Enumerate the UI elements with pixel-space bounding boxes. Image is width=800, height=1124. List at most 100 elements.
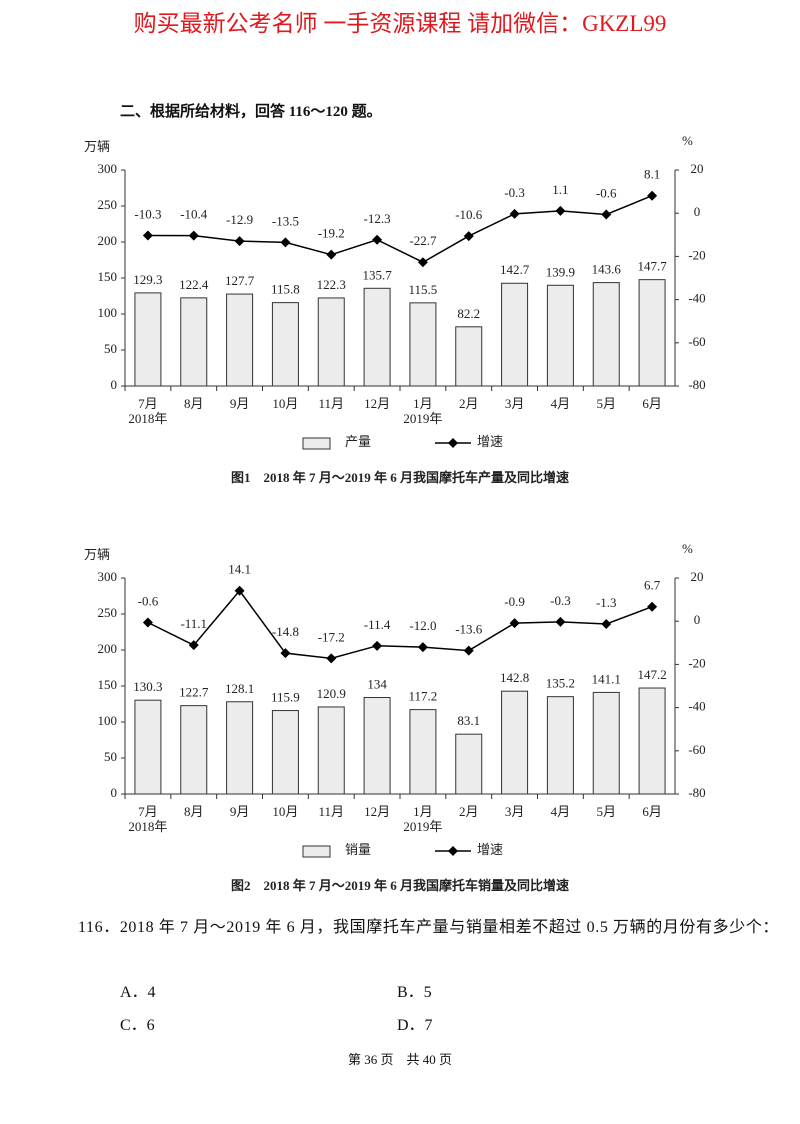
- marker: [234, 236, 245, 247]
- bar: [363, 697, 391, 795]
- data-label: 147.7: [637, 259, 667, 274]
- data-label: 6.7: [644, 578, 661, 593]
- x-tick-label: 10月: [272, 396, 298, 411]
- x-tick-label: 12月: [364, 804, 390, 819]
- y2-axis-label: %: [682, 133, 693, 148]
- legend-swatch: [302, 437, 331, 450]
- x-tick-label: 1月: [413, 804, 433, 819]
- marker: [417, 257, 428, 268]
- marker: [463, 231, 474, 242]
- data-label: -17.2: [318, 629, 345, 644]
- y2-tick-label: -80: [688, 377, 705, 392]
- y2-tick-label: -60: [688, 334, 705, 349]
- marker: [601, 209, 612, 220]
- data-label: -13.6: [455, 622, 483, 637]
- data-label: -12.9: [226, 212, 253, 227]
- data-label: 142.7: [500, 262, 530, 277]
- x-tick-label: 8月: [184, 804, 204, 819]
- data-label: -22.7: [409, 233, 437, 248]
- data-label: 115.9: [271, 690, 300, 705]
- y-tick-label: 50: [104, 341, 117, 356]
- x-tick-label: 4月: [551, 396, 571, 411]
- data-label: 122.7: [179, 685, 209, 700]
- section-title: 二、根据所给材料，回答 116～120 题。: [120, 104, 382, 120]
- data-label: -12.0: [409, 618, 436, 633]
- legend-swatch: [448, 438, 458, 448]
- marker: [509, 618, 520, 629]
- y-tick-label: 150: [98, 677, 118, 692]
- line: [147, 195, 653, 264]
- chart-title: 图1 2018 年 7 月～2019 年 6 月我国摩托车产量及同比增速: [231, 470, 569, 485]
- data-label: -13.5: [272, 213, 299, 228]
- bar: [226, 701, 254, 795]
- bar: [317, 706, 345, 795]
- y2-tick-label: -40: [688, 699, 705, 714]
- marker: [188, 230, 199, 241]
- y-axis-label: 万辆: [84, 547, 110, 562]
- question: 116．2018 年 7 月～2019 年 6 月，我国摩托车产量与销量相差不超…: [78, 912, 780, 943]
- year-label: 2019年: [403, 411, 442, 426]
- data-label: -12.3: [364, 211, 391, 226]
- marker: [555, 205, 566, 216]
- y-tick-label: 300: [98, 569, 118, 584]
- option: B．5: [397, 984, 432, 1001]
- data-label: 117.2: [409, 689, 438, 704]
- bar: [180, 705, 208, 795]
- bar: [271, 302, 299, 387]
- bar: [271, 710, 299, 795]
- data-label: -10.4: [180, 207, 208, 222]
- data-label: 120.9: [317, 686, 346, 701]
- legend-swatch: [448, 846, 458, 856]
- bar: [455, 733, 483, 795]
- legend-swatch: [302, 845, 331, 858]
- x-tick-label: 3月: [505, 396, 525, 411]
- data-label: -11.1: [180, 616, 207, 631]
- data-label: -0.6: [596, 185, 617, 200]
- y-tick-label: 300: [98, 161, 118, 176]
- data-label: -19.2: [318, 226, 345, 241]
- data-label: 135.2: [546, 676, 575, 691]
- data-label: 134: [367, 677, 387, 692]
- y-tick-label: 0: [111, 377, 118, 392]
- x-tick-label: 6月: [642, 396, 662, 411]
- data-label: 14.1: [228, 562, 251, 577]
- x-tick-label: 12月: [364, 396, 390, 411]
- data-label: 141.1: [592, 671, 621, 686]
- marker: [326, 653, 337, 664]
- data-label: 8.1: [644, 167, 660, 182]
- marker: [280, 237, 291, 248]
- x-tick-label: 9月: [230, 804, 250, 819]
- y-tick-label: 50: [104, 749, 117, 764]
- bar: [134, 292, 162, 387]
- data-label: 122.4: [179, 277, 209, 292]
- y2-tick-label: 20: [691, 161, 704, 176]
- charts: 万辆 %050100150200250300-80-60-40-200207月20…: [84, 133, 706, 893]
- x-tick-label: 1月: [413, 396, 433, 411]
- x-tick-label: 9月: [230, 396, 250, 411]
- marker: [142, 617, 153, 628]
- footer: 第 36 页 共 40 页: [347, 1052, 452, 1067]
- x-tick-label: 11月: [318, 396, 344, 411]
- bar: [592, 691, 620, 795]
- option: D．7: [397, 1017, 433, 1034]
- x-tick-label: 10月: [272, 804, 298, 819]
- data-label: -11.4: [364, 617, 391, 632]
- watermark: 购买最新公考名师 一手资源课程 请加微信：GKZL99: [133, 11, 667, 36]
- marker: [234, 585, 245, 596]
- data-label: 147.2: [637, 667, 666, 682]
- x-tick-label: 8月: [184, 396, 204, 411]
- bar: [317, 297, 345, 387]
- y-tick-label: 0: [111, 785, 118, 800]
- year-label: 2018年: [128, 819, 167, 834]
- marker: [326, 249, 337, 260]
- y2-tick-label: -20: [688, 247, 705, 262]
- question-text: 2018 年 7 月～2019 年 6 月，我国摩托车产量与销量相差不超过 0.…: [119, 919, 780, 936]
- option: A．4: [120, 984, 156, 1001]
- data-label: -10.6: [455, 207, 483, 222]
- bar: [501, 690, 529, 795]
- marker: [601, 619, 612, 630]
- marker: [142, 230, 153, 241]
- bar: [638, 687, 666, 795]
- data-label: -14.8: [272, 624, 299, 639]
